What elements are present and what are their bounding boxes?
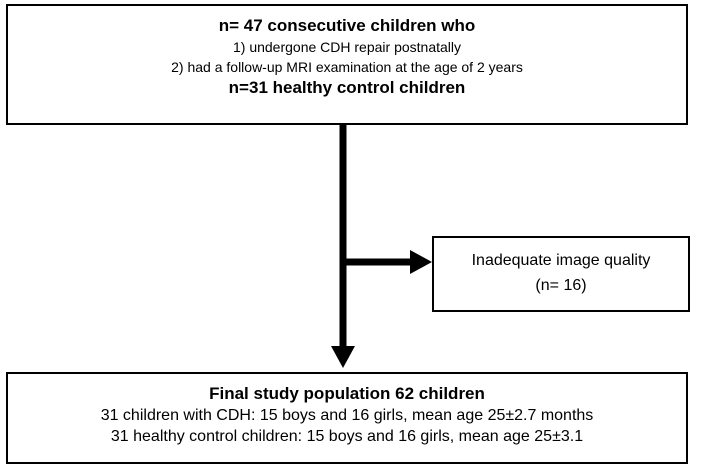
inclusion-criterion-2: 2) had a follow-up MRI examination at th… <box>171 59 523 75</box>
exclusion-reason: Inadequate image quality <box>471 252 651 269</box>
control-group-details: 31 healthy control children: 15 boys and… <box>110 428 584 445</box>
cdh-group-details: 31 children with CDH: 15 boys and 16 gir… <box>100 407 594 424</box>
cohort-box: n= 47 consecutive children who 1) underg… <box>6 4 688 125</box>
final-population-title: Final study population 62 children <box>209 384 485 403</box>
final-population-box: Final study population 62 children 31 ch… <box>6 372 688 464</box>
exclusion-count: (n= 16) <box>535 277 587 294</box>
down-arrowhead <box>331 346 355 368</box>
exclusion-box: Inadequate image quality (n= 16) <box>432 236 690 312</box>
cohort-title: n= 47 consecutive children who <box>218 16 476 35</box>
exclusion-arrowhead <box>410 250 432 274</box>
inclusion-criterion-1: 1) undergone CDH repair postnatally <box>232 39 461 55</box>
control-group-title: n=31 healthy control children <box>228 78 466 97</box>
